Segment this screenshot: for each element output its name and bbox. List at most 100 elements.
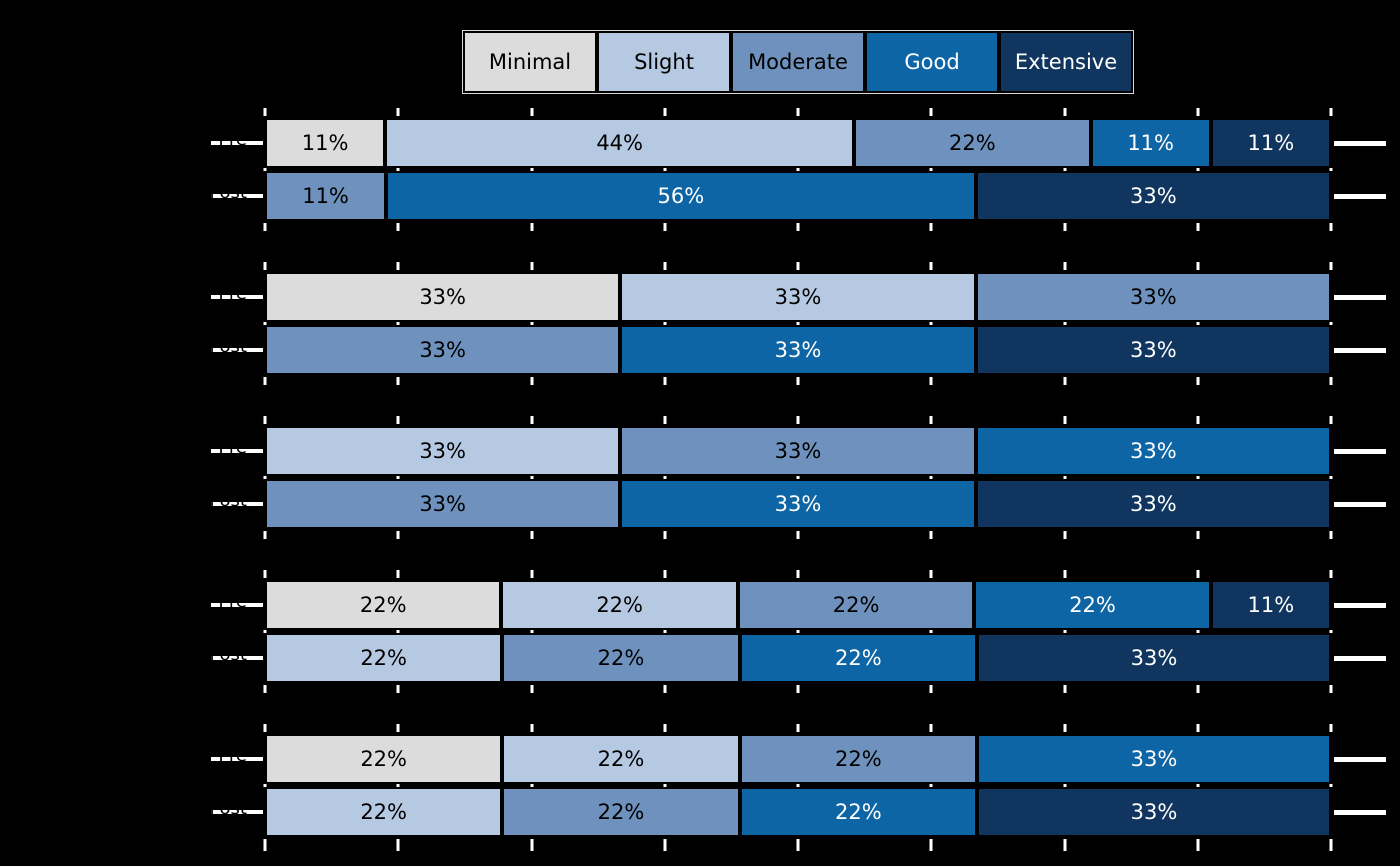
x-tick	[1196, 108, 1200, 116]
x-axis-tick-row	[263, 223, 1333, 231]
bar-row-group2-pre: 33% 33% 33%	[265, 272, 1331, 322]
bar-segment-good: 33%	[620, 479, 976, 529]
x-tick	[530, 262, 533, 270]
x-tick	[796, 476, 800, 479]
bar-row-group4-pre: 22% 22% 22% 22% 11%	[265, 580, 1331, 630]
x-tick	[1329, 724, 1333, 732]
x-tick	[530, 108, 533, 116]
x-tick	[396, 223, 400, 231]
x-tick	[1063, 322, 1066, 325]
x-tick	[263, 377, 267, 385]
segment-value-label: 22%	[597, 747, 645, 771]
x-tick	[396, 108, 400, 116]
legend-item-extensive: Extensive	[999, 31, 1133, 93]
segment-value-label: 56%	[657, 184, 705, 208]
bar-segment-good: 33%	[976, 734, 1331, 784]
y-tick-left	[211, 295, 263, 299]
x-axis-tick-row	[263, 168, 1333, 171]
bar-segment-extensive: 33%	[975, 171, 1331, 221]
x-axis-tick-row	[263, 262, 1333, 270]
y-tick-right	[1334, 348, 1386, 353]
segment-value-label: 33%	[1129, 338, 1177, 362]
x-tick	[1329, 322, 1333, 325]
x-tick	[1196, 168, 1200, 171]
x-tick	[796, 570, 800, 578]
x-tick	[929, 223, 933, 231]
x-tick	[1063, 223, 1066, 231]
row-label-post: Post	[209, 644, 247, 665]
bar-row-group4-post: 22% 22% 22% 33%	[265, 633, 1331, 683]
x-tick	[1063, 108, 1066, 116]
x-tick	[530, 784, 533, 787]
x-tick	[663, 531, 667, 539]
x-tick	[396, 570, 400, 578]
segment-value-label: 33%	[419, 492, 466, 516]
x-tick	[663, 839, 667, 851]
x-tick	[1329, 262, 1333, 270]
bar-segment-moderate: 33%	[265, 479, 621, 529]
segment-value-label: 22%	[596, 593, 643, 617]
x-tick	[396, 416, 400, 424]
bar-segment-slight: 22%	[501, 580, 738, 630]
segment-value-label: 33%	[1129, 184, 1177, 208]
x-tick	[1196, 570, 1200, 578]
x-tick	[1329, 416, 1333, 424]
x-tick	[663, 223, 667, 231]
x-tick	[1196, 630, 1200, 633]
x-tick	[530, 322, 533, 325]
x-tick	[663, 630, 667, 633]
x-tick	[796, 168, 800, 171]
x-tick	[1063, 476, 1066, 479]
x-tick	[796, 630, 800, 633]
x-tick	[663, 262, 667, 270]
x-tick	[396, 531, 400, 539]
bar-segment-moderate: 22%	[739, 734, 977, 784]
y-tick-left	[211, 757, 263, 761]
x-tick	[1063, 685, 1066, 693]
bar-segment-moderate: 22%	[502, 633, 740, 683]
x-tick	[1329, 223, 1333, 231]
segment-value-label: 22%	[948, 131, 996, 155]
row-label-pre: Pre	[218, 129, 247, 150]
bar-segment-slight: 33%	[265, 426, 621, 476]
y-tick-left	[211, 603, 263, 607]
x-tick	[1063, 168, 1066, 171]
segment-value-label: 33%	[1130, 747, 1178, 771]
x-tick	[263, 570, 267, 578]
x-tick	[1063, 416, 1066, 424]
x-tick	[663, 377, 667, 385]
x-tick	[530, 377, 533, 385]
x-tick	[530, 839, 533, 851]
x-tick	[263, 630, 267, 633]
bar-segment-good: 11%	[1090, 118, 1211, 168]
bar-segment-slight: 22%	[502, 734, 740, 784]
x-tick	[796, 108, 800, 116]
row-label-pre: Pre	[218, 745, 247, 766]
bar-row-group3-post: 33% 33% 33%	[265, 479, 1331, 529]
x-tick	[263, 108, 267, 116]
legend-label: Moderate	[748, 50, 848, 74]
row-label-pre: Pre	[218, 437, 247, 458]
y-tick-right	[1334, 141, 1386, 146]
x-tick	[663, 685, 667, 693]
x-axis-tick-row	[263, 784, 1333, 787]
x-tick	[396, 685, 400, 693]
x-tick	[1063, 262, 1066, 270]
bar-segment-moderate: 33%	[620, 426, 976, 476]
row-label-pre: Pre	[218, 283, 247, 304]
y-tick-left	[211, 141, 263, 145]
x-tick	[263, 168, 267, 171]
segment-value-label: 22%	[597, 800, 645, 824]
x-tick	[1329, 630, 1333, 633]
x-tick	[1196, 322, 1200, 325]
row-label-post: Post	[209, 182, 247, 203]
legend-label: Good	[904, 50, 960, 74]
x-tick	[263, 685, 267, 693]
x-tick	[796, 322, 800, 325]
x-tick	[396, 476, 400, 479]
bar-segment-moderate: 22%	[737, 580, 975, 630]
bar-segment-extensive: 33%	[976, 787, 1331, 837]
x-tick	[929, 476, 933, 479]
x-axis-tick-row	[263, 108, 1333, 116]
